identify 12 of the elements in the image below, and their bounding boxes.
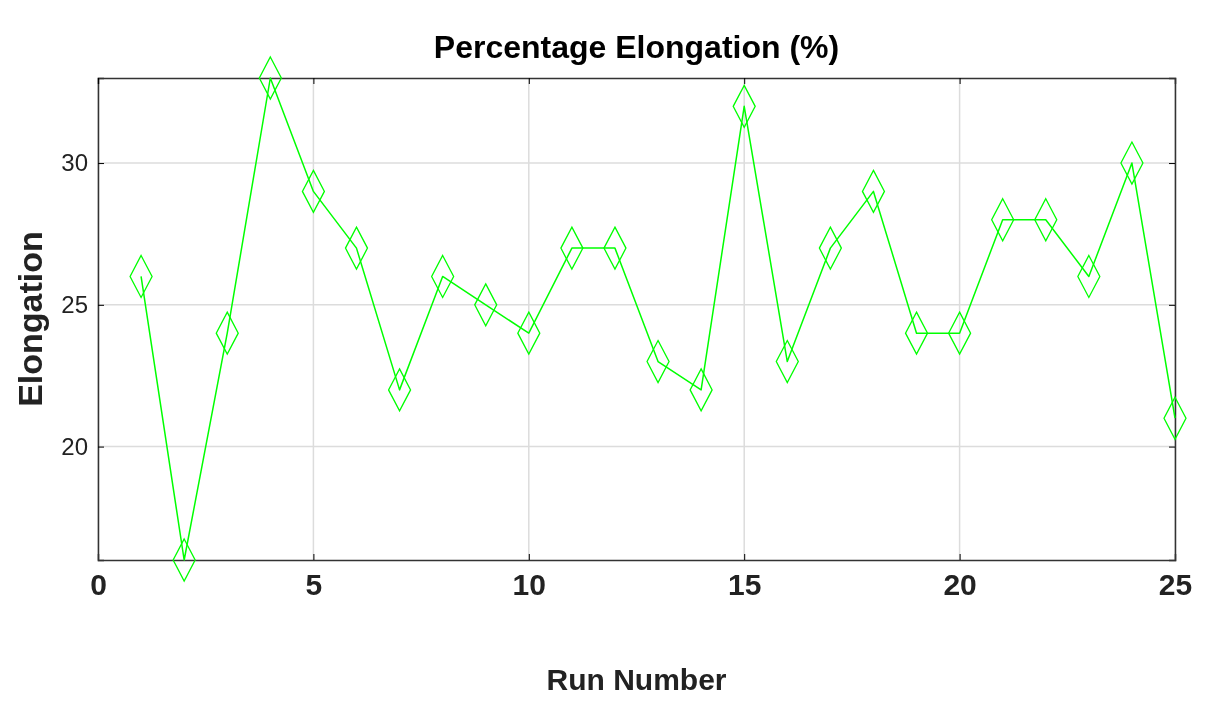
y-axis-title: Elongation — [11, 231, 49, 407]
chart-title: Percentage Elongation (%) — [433, 29, 840, 65]
y-tick-label: 30 — [61, 149, 88, 177]
x-tick-label: 15 — [728, 568, 762, 602]
y-tick-label: 20 — [61, 432, 88, 460]
x-tick-label: 10 — [512, 568, 546, 602]
x-axis-title: Run Number — [546, 663, 727, 696]
x-tick-label: 25 — [1158, 568, 1193, 602]
x-tick-label: 20 — [943, 568, 977, 602]
x-tick-label: 5 — [305, 568, 323, 602]
x-tick-label: 0 — [90, 568, 107, 602]
y-tick-label: 25 — [61, 291, 88, 318]
